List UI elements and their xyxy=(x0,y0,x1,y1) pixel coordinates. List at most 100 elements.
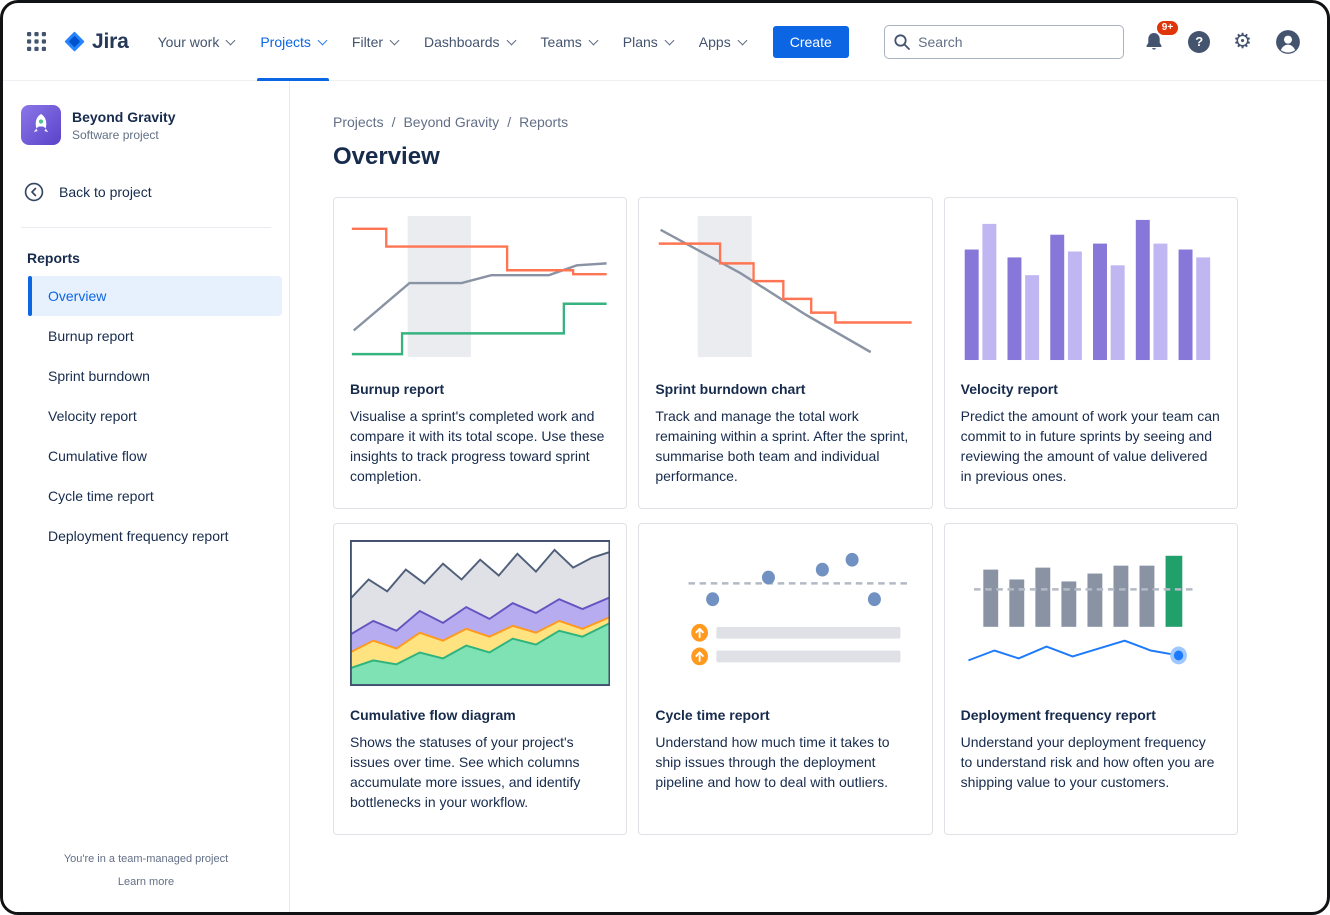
bell-icon xyxy=(1146,32,1162,50)
sidebar-item-burnup-report[interactable]: Burnup report xyxy=(28,316,282,356)
nav-teams[interactable]: Teams xyxy=(528,3,610,81)
report-card-velocity[interactable]: Velocity report Predict the amount of wo… xyxy=(943,197,1238,509)
nav-label: Apps xyxy=(698,33,731,50)
sidebar-item-cycle-time-report[interactable]: Cycle time report xyxy=(28,476,282,516)
breadcrumb-separator: / xyxy=(391,114,396,130)
gear-icon: ⚙ xyxy=(1233,30,1252,53)
deployment-frequency-thumbnail xyxy=(961,540,1221,688)
create-button[interactable]: Create xyxy=(772,25,849,58)
chevron-down-icon xyxy=(737,35,748,45)
burnup-chart-thumbnail xyxy=(350,214,610,362)
nav-plans[interactable]: Plans xyxy=(610,3,686,81)
notifications-button[interactable]: 9+ xyxy=(1139,18,1181,57)
card-description: Track and manage the total work remainin… xyxy=(655,408,909,484)
avatar-icon xyxy=(1276,29,1300,54)
search-box xyxy=(884,24,1125,59)
chevron-down-icon xyxy=(506,35,516,45)
project-type: Software project xyxy=(72,127,159,142)
primary-nav: Your work Projects Filter Dashboards Tea… xyxy=(145,3,759,81)
sidebar-item-cumulative-flow[interactable]: Cumulative flow xyxy=(28,436,282,476)
sidebar-footer: You're in a team-managed project Learn m… xyxy=(3,853,289,888)
help-glyph: ? xyxy=(1195,34,1204,49)
project-header: Beyond Gravity Software project xyxy=(3,105,289,145)
team-managed-note: You're in a team-managed project xyxy=(63,853,229,865)
reports-menu: Overview Burnup report Sprint burndown V… xyxy=(3,276,289,556)
sidebar-item-velocity-report[interactable]: Velocity report xyxy=(28,396,282,436)
card-title: Cycle time report xyxy=(655,707,770,723)
sidebar: Beyond Gravity Software project Back to … xyxy=(3,81,290,912)
profile-button[interactable] xyxy=(1271,25,1305,59)
nav-label: Dashboards xyxy=(424,33,500,50)
nav-projects[interactable]: Projects xyxy=(247,3,339,81)
sidebar-item-label: Cycle time report xyxy=(48,488,154,504)
settings-button[interactable]: ⚙ xyxy=(1229,27,1256,56)
chevron-down-icon xyxy=(225,35,236,45)
jira-logo-icon xyxy=(64,31,85,52)
card-description: Understand your deployment frequency to … xyxy=(960,734,1215,790)
jira-logo-text: Jira xyxy=(92,29,129,53)
breadcrumb-separator: / xyxy=(507,114,512,130)
report-cards-grid: Burnup report Visualise a sprint's compl… xyxy=(333,197,1238,835)
topbar-right-cluster: 9+ ? ⚙ xyxy=(884,18,1305,59)
breadcrumb-projects[interactable]: Projects xyxy=(333,114,384,130)
card-description: Understand how much time it takes to shi… xyxy=(655,734,890,790)
nav-label: Projects xyxy=(260,33,311,50)
card-title: Burnup report xyxy=(350,381,445,397)
sidebar-item-label: Overview xyxy=(48,288,107,304)
sidebar-item-label: Deployment frequency report xyxy=(48,528,229,544)
report-card-deployment-frequency[interactable]: Deployment frequency report Understand y… xyxy=(943,523,1238,835)
chevron-down-icon xyxy=(389,35,400,45)
card-title: Sprint burndown chart xyxy=(655,381,806,397)
card-description: Shows the statuses of your project's iss… xyxy=(350,734,581,810)
notification-badge: 9+ xyxy=(1154,18,1181,37)
top-navigation-bar: Jira Your work Projects Filter Dashboard… xyxy=(3,3,1327,81)
sidebar-item-deployment-frequency-report[interactable]: Deployment frequency report xyxy=(28,516,282,556)
nav-apps[interactable]: Apps xyxy=(686,3,759,81)
learn-more-link[interactable]: Learn more xyxy=(117,876,175,888)
grid-icon xyxy=(27,32,46,51)
help-icon: ? xyxy=(1188,30,1211,53)
search-input[interactable] xyxy=(884,24,1125,59)
search-icon xyxy=(894,33,911,50)
chevron-down-icon xyxy=(588,35,599,45)
report-card-sprint-burndown[interactable]: Sprint burndown chart Track and manage t… xyxy=(638,197,933,509)
sidebar-item-overview[interactable]: Overview xyxy=(28,276,282,316)
sidebar-divider xyxy=(21,227,271,228)
chevron-down-icon xyxy=(664,35,675,45)
reports-section-title: Reports xyxy=(27,250,80,266)
nav-filter[interactable]: Filter xyxy=(339,3,411,81)
burndown-chart-thumbnail xyxy=(655,214,915,362)
nav-your-work[interactable]: Your work xyxy=(145,3,248,81)
help-button[interactable]: ? xyxy=(1184,27,1214,57)
sidebar-item-label: Sprint burndown xyxy=(48,368,150,384)
back-icon xyxy=(24,182,44,202)
back-to-project[interactable]: Back to project xyxy=(3,181,289,203)
back-to-project-label: Back to project xyxy=(59,184,152,200)
card-title: Velocity report xyxy=(960,381,1058,397)
app-switcher-button[interactable] xyxy=(23,28,50,55)
jira-logo[interactable]: Jira xyxy=(62,29,129,54)
card-description: Predict the amount of work your team can… xyxy=(960,408,1220,484)
page-title: Overview xyxy=(333,143,440,170)
nav-label: Your work xyxy=(157,33,220,50)
cycle-time-thumbnail xyxy=(655,540,915,688)
card-title: Deployment frequency report xyxy=(960,707,1156,723)
project-name: Beyond Gravity xyxy=(72,108,176,125)
nav-label: Teams xyxy=(540,33,582,50)
cumulative-flow-thumbnail xyxy=(350,540,611,688)
sidebar-item-label: Cumulative flow xyxy=(48,448,147,464)
velocity-chart-thumbnail xyxy=(961,214,1221,362)
main-content: Projects / Beyond Gravity / Reports Over… xyxy=(290,81,1327,912)
report-card-cumulative-flow[interactable]: Cumulative flow diagram Shows the status… xyxy=(333,523,628,835)
project-avatar xyxy=(21,105,61,145)
sidebar-item-label: Velocity report xyxy=(48,408,137,424)
project-header-text: Beyond Gravity Software project xyxy=(72,109,175,142)
report-card-burnup[interactable]: Burnup report Visualise a sprint's compl… xyxy=(333,197,628,509)
sidebar-item-sprint-burndown[interactable]: Sprint burndown xyxy=(28,356,282,396)
sidebar-item-label: Burnup report xyxy=(48,328,134,344)
breadcrumb: Projects / Beyond Gravity / Reports xyxy=(333,114,1283,130)
nav-dashboards[interactable]: Dashboards xyxy=(411,3,528,81)
report-card-cycle-time[interactable]: Cycle time report Understand how much ti… xyxy=(638,523,933,835)
breadcrumb-reports[interactable]: Reports xyxy=(519,114,569,130)
breadcrumb-project-name[interactable]: Beyond Gravity xyxy=(403,114,500,130)
